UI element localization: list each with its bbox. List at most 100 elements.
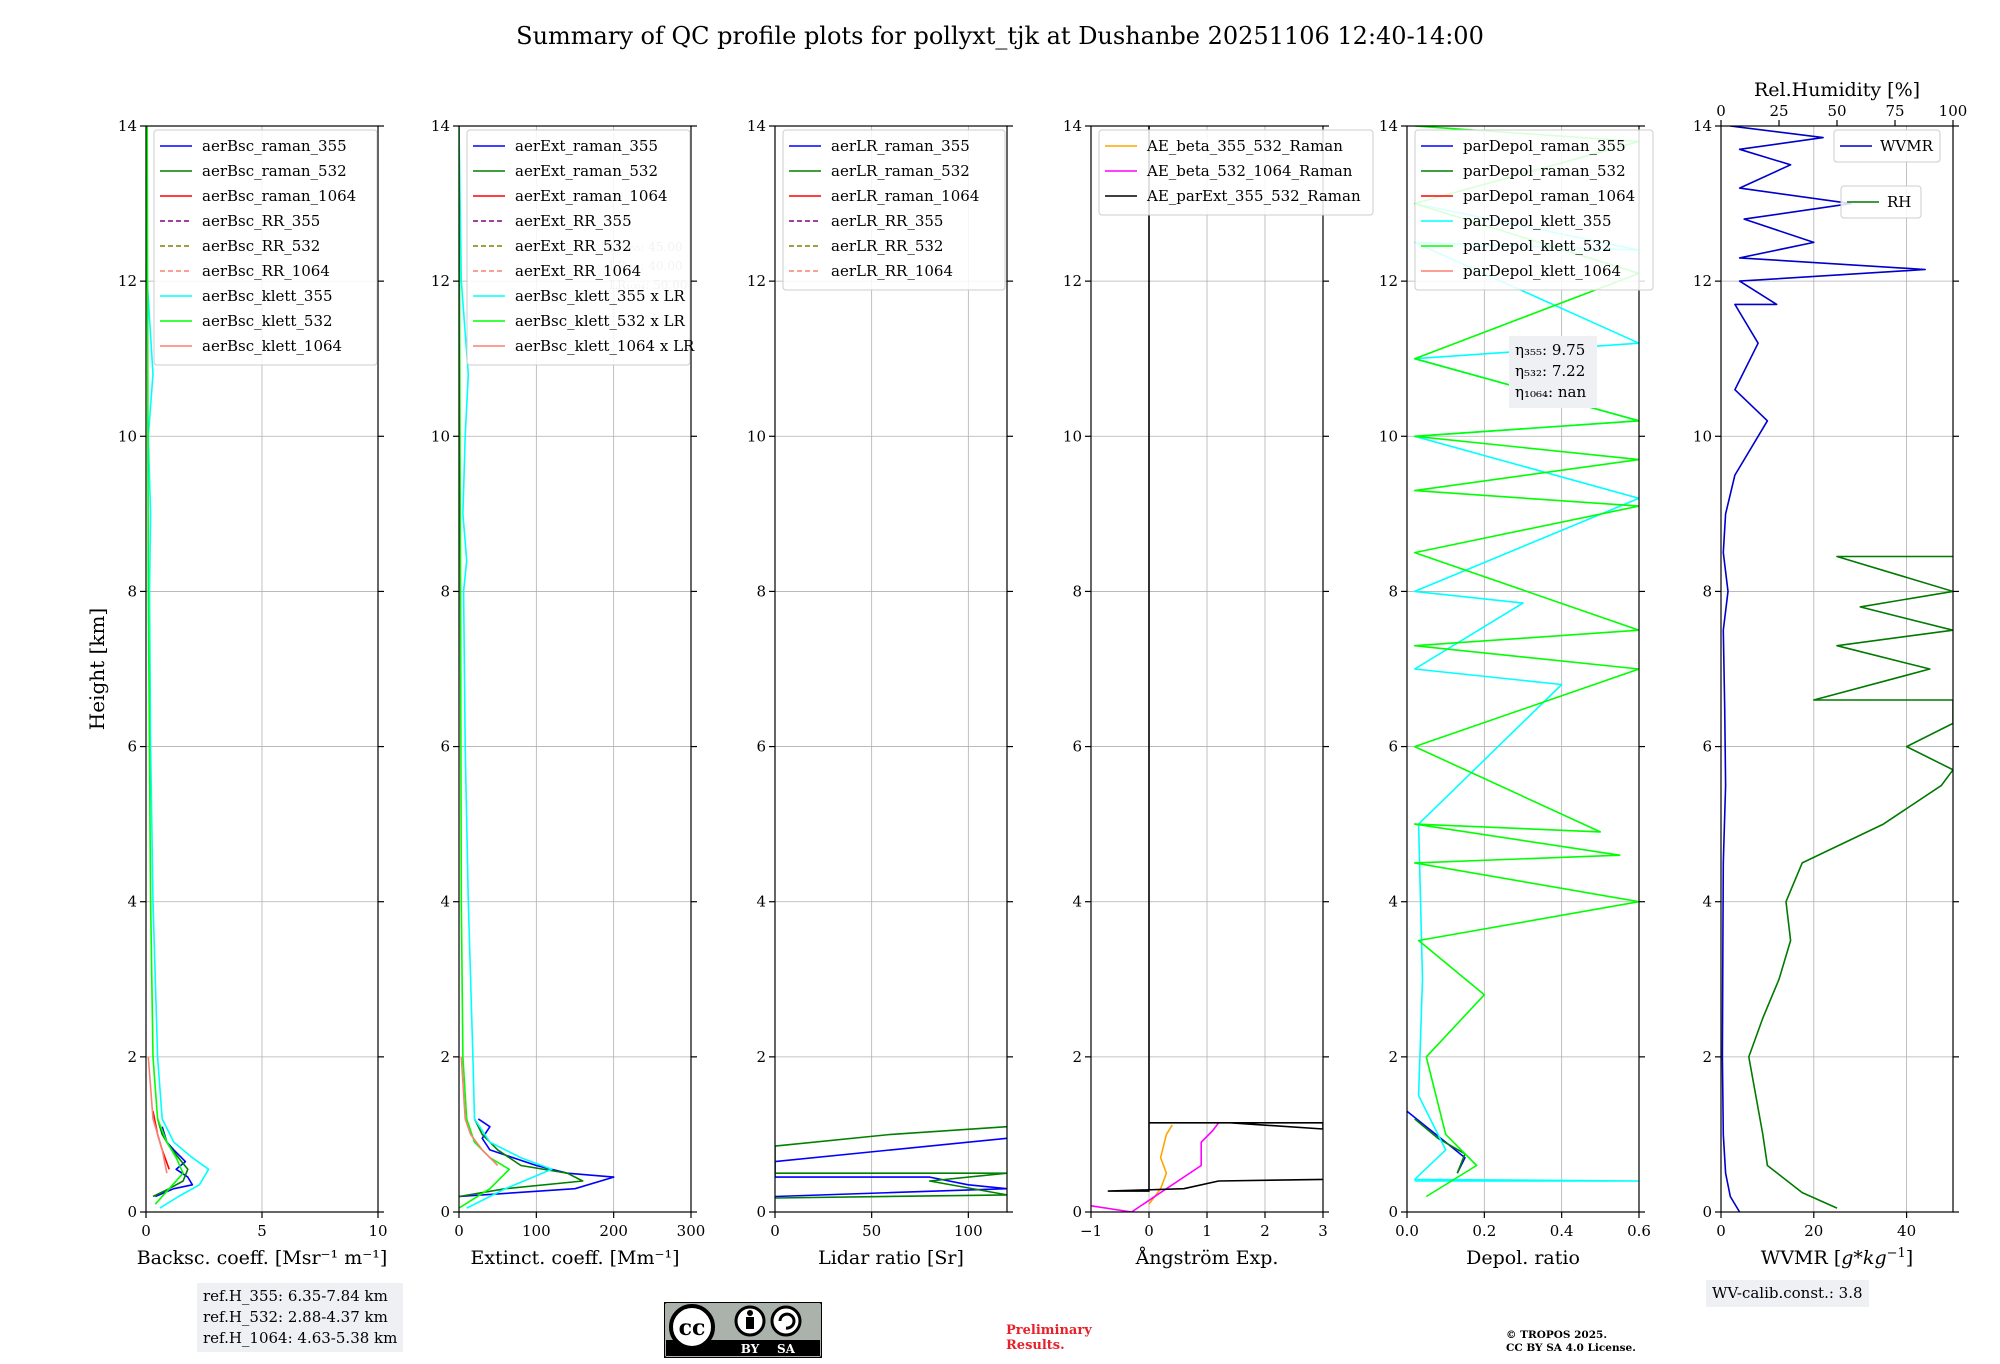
- series-line-aerExt_raman_355: [459, 1118, 615, 1198]
- y-tick-label: 12: [1063, 272, 1082, 290]
- legend-label: RH: [1887, 193, 1911, 211]
- legend-label: parDepol_klett_355: [1463, 212, 1612, 230]
- y-tick-label: 12: [431, 272, 450, 290]
- top-x-tick-label: 0: [1716, 102, 1726, 120]
- series-line-aerExt_raman_532: [459, 1118, 584, 1198]
- x-tick-label: 50: [862, 1222, 881, 1240]
- legend-label: aerBsc_raman_355: [202, 137, 347, 155]
- x-tick-label: −1: [1080, 1222, 1102, 1240]
- y-tick-label: 0: [1072, 1203, 1082, 1221]
- x-tick-label: 40: [1897, 1222, 1916, 1240]
- x-tick-label: 0.4: [1550, 1222, 1574, 1240]
- cc-license-badge: cc BY SA: [664, 1302, 822, 1358]
- series-line-AE_parExt_355_532_Raman: [1107, 126, 1323, 1192]
- series-line-aerBsc_raman_532: [152, 1118, 189, 1198]
- x-tick-label: 100: [954, 1222, 983, 1240]
- legend-label: aerBsc_klett_355 x LR: [515, 287, 686, 305]
- legend-label: aerBsc_RR_355: [202, 212, 320, 230]
- series-line-aerLR_raman_532: [775, 1125, 1007, 1199]
- series-line-AE_beta_532_1064_Raman: [1091, 1122, 1220, 1212]
- y-tick-label: 8: [1072, 582, 1082, 600]
- y-tick-label: 8: [1388, 582, 1398, 600]
- legend-label: aerBsc_klett_1064 x LR: [515, 337, 695, 355]
- x-tick-label: 200: [599, 1222, 628, 1240]
- y-tick-label: 0: [127, 1203, 137, 1221]
- x-tick-label: 1: [1202, 1222, 1212, 1240]
- legend-box: [1414, 129, 1654, 291]
- y-tick-label: 4: [440, 893, 450, 911]
- series-line-aerBsc_klett_532: [146, 126, 184, 1205]
- y-tick-label: 12: [1379, 272, 1398, 290]
- legend-label: aerBsc_klett_1064: [202, 337, 342, 355]
- legend-box: [153, 129, 378, 366]
- legend-label: parDepol_klett_532: [1463, 237, 1612, 255]
- series-line-aerBsc_klett_532 x LR: [459, 126, 511, 1209]
- series-line-aerBsc_klett_355 x LR: [459, 126, 553, 1209]
- legend-label: aerBsc_RR_532: [202, 237, 320, 255]
- legend-label: aerLR_raman_355: [831, 137, 970, 155]
- legend-label: WVMR: [1880, 137, 1934, 155]
- legend-label: aerLR_RR_355: [831, 212, 943, 230]
- legend-label: aerExt_RR_532: [515, 237, 632, 255]
- series-line-aerBsc_klett_1064: [147, 1056, 168, 1174]
- y-tick-label: 0: [440, 1203, 450, 1221]
- y-tick-label: 8: [127, 582, 137, 600]
- x-axis-label-part: −1: [1887, 1246, 1906, 1261]
- y-tick-label: 0: [1388, 1203, 1398, 1221]
- y-tick-label: 10: [747, 427, 766, 445]
- x-tick-label: 300: [677, 1222, 706, 1240]
- x-tick-label: 0: [454, 1222, 464, 1240]
- x-tick-label: 0: [1144, 1222, 1154, 1240]
- plot-area: [775, 1125, 1007, 1199]
- plot-area: [1407, 126, 1639, 1198]
- y-tick-label: 6: [1702, 738, 1712, 756]
- preliminary-line-2: Results.: [1006, 1338, 1065, 1353]
- x-tick-label: 0: [770, 1222, 780, 1240]
- y-tick-label: 10: [118, 427, 137, 445]
- sa-label: SA: [777, 1342, 796, 1356]
- legend-label: parDepol_klett_1064: [1463, 262, 1621, 280]
- y-tick-label: 0: [756, 1203, 766, 1221]
- by-label: BY: [741, 1342, 760, 1356]
- ref-height-1064: ref.H_1064: 4.63-5.38 km: [203, 1329, 398, 1347]
- legend-box: [466, 129, 691, 366]
- x-tick-label: 20: [1804, 1222, 1823, 1240]
- x-tick-label: 5: [257, 1222, 267, 1240]
- legend-label: aerExt_RR_1064: [515, 262, 641, 280]
- top-x-tick-label: 50: [1827, 102, 1846, 120]
- legend-label: parDepol_raman_355: [1463, 137, 1626, 155]
- y-tick-label: 10: [1379, 427, 1398, 445]
- legend-box: [782, 129, 1006, 291]
- wv-calibration-box: WV-calib.const.: 3.8: [1706, 1280, 1869, 1307]
- x-axis-label-part: g*kg: [1841, 1247, 1886, 1269]
- legend-label: aerExt_raman_1064: [515, 187, 668, 205]
- series-line-parDepol_raman_532: [1414, 1118, 1466, 1174]
- axes-frame: [458, 125, 692, 1213]
- legend-label: AE_beta_532_1064_Raman: [1146, 162, 1353, 180]
- top-x-tick-label: 100: [1939, 102, 1968, 120]
- legend-label: aerExt_raman_532: [515, 162, 658, 180]
- legend-label: aerBsc_raman_1064: [202, 187, 356, 205]
- y-tick-label: 2: [1702, 1048, 1712, 1066]
- y-tick-label: 4: [127, 893, 137, 911]
- legend-label: parDepol_raman_532: [1463, 162, 1626, 180]
- y-tick-label: 14: [747, 117, 766, 135]
- y-tick-label: 8: [756, 582, 766, 600]
- y-tick-label: 0: [1702, 1203, 1712, 1221]
- cc-icon: [669, 1304, 715, 1350]
- series-line-AE_beta_355_532_Raman: [1148, 1124, 1173, 1205]
- y-tick-label: 12: [118, 272, 137, 290]
- y-tick-label: 10: [1693, 427, 1712, 445]
- legend-label: aerBsc_klett_532: [202, 312, 333, 330]
- preliminary-line-1: Preliminary: [1006, 1323, 1092, 1338]
- y-tick-label: 14: [1379, 117, 1398, 135]
- series-line-aerLR_raman_355: [775, 1137, 1007, 1198]
- series-line-aerBsc_klett_355: [146, 126, 210, 1209]
- panel-backscatter: 0 5 10 0 2 4 6 8 10 12 14 Backsc. coeff. [Msr⁻¹ m⁻¹…: [85, 117, 388, 1269]
- y-tick-label: 14: [431, 117, 450, 135]
- y-tick-label: 6: [127, 738, 137, 756]
- series-line-parDepol_klett_532: [1413, 126, 1639, 1198]
- legend-box: [1840, 185, 1922, 219]
- legend-label: aerExt_RR_355: [515, 212, 632, 230]
- legend-box: [1833, 129, 1941, 163]
